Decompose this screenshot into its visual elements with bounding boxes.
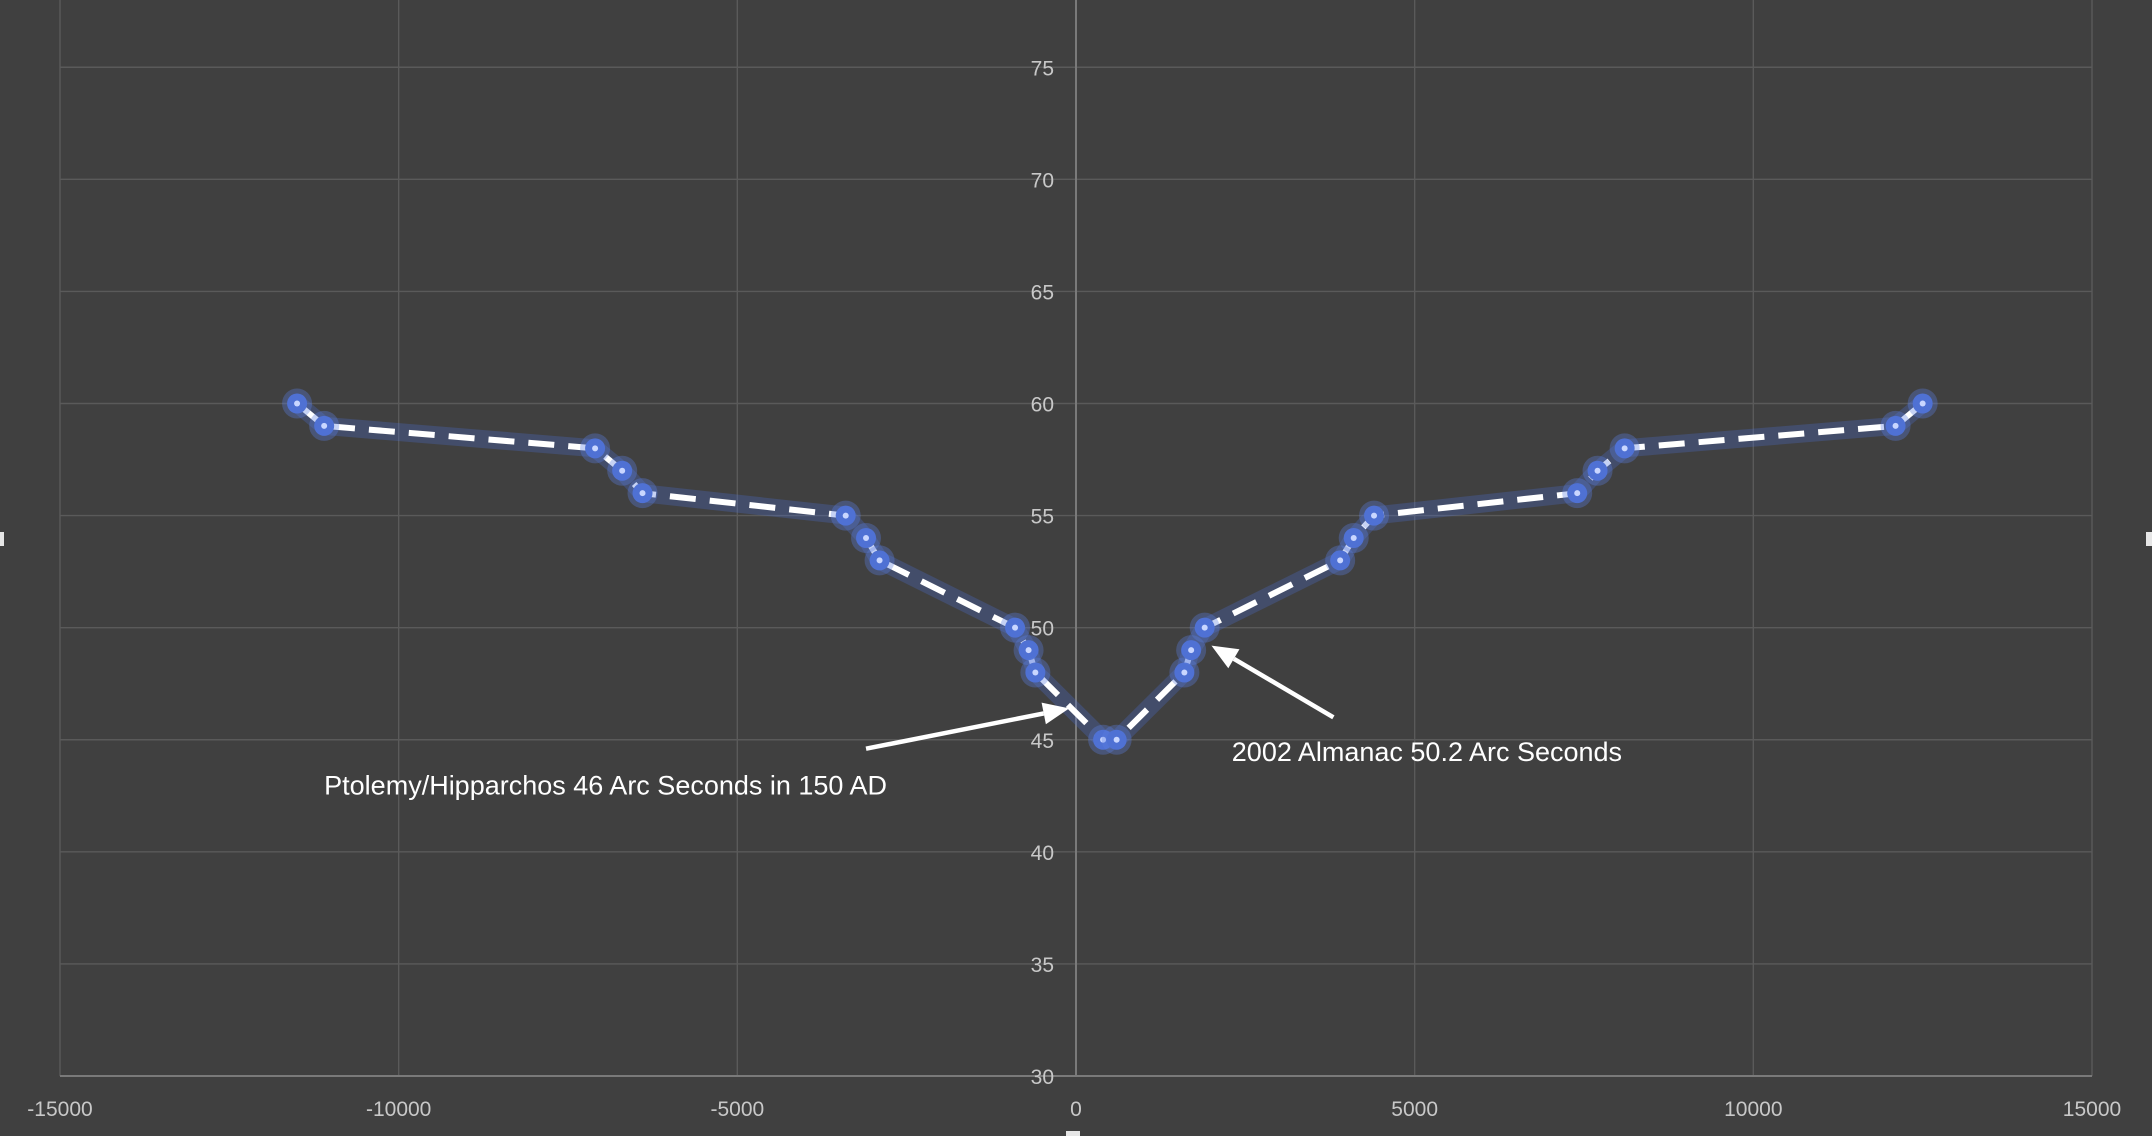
series-line-0 xyxy=(295,401,1925,743)
data-point-center xyxy=(1113,736,1120,743)
y-tick-label: 70 xyxy=(1031,169,1054,192)
data-point[interactable] xyxy=(1582,455,1613,486)
data-point[interactable] xyxy=(580,433,611,464)
data-point[interactable] xyxy=(864,545,895,576)
data-point-center xyxy=(592,445,599,452)
data-point[interactable] xyxy=(1176,635,1207,666)
y-tick-label: 45 xyxy=(1031,730,1054,753)
data-point[interactable] xyxy=(1880,410,1911,441)
data-point-center xyxy=(1371,512,1378,519)
data-point-center xyxy=(321,422,328,429)
data-point-center xyxy=(1188,647,1195,654)
annotation-arrow-head-1 xyxy=(1211,645,1240,669)
markers xyxy=(282,388,1938,755)
data-point-center xyxy=(863,535,870,541)
tick-labels: -15000 -10000 -5000 0 5000 10000 15000 30 35 40 45… xyxy=(27,57,2121,1121)
data-point-center xyxy=(294,400,301,407)
x-tick-label: -5000 xyxy=(710,1098,764,1121)
data-point[interactable] xyxy=(1338,523,1369,553)
data-point-center xyxy=(876,557,883,564)
data-point-center xyxy=(639,490,646,497)
annotation-arrow-head-0 xyxy=(1041,702,1070,725)
x-tick-label: 5000 xyxy=(1391,1098,1438,1121)
data-point[interactable] xyxy=(1169,657,1200,688)
y-tick-label: 35 xyxy=(1031,954,1054,977)
annotations: Ptolemy/Hipparchos 46 Arc Seconds in 150… xyxy=(324,645,1622,801)
data-point[interactable] xyxy=(1325,545,1356,576)
data-point[interactable] xyxy=(1000,612,1031,643)
data-point-center xyxy=(1201,624,1208,631)
x-tick-label: 15000 xyxy=(2063,1098,2121,1121)
data-point-center xyxy=(1012,624,1019,631)
data-point-center xyxy=(1892,422,1899,429)
annotation-arrow-line-1 xyxy=(1232,656,1335,720)
data-point[interactable] xyxy=(309,410,340,441)
chart-handles xyxy=(0,532,2152,1136)
data-point-center xyxy=(619,467,626,474)
resize-handle-bottom[interactable] xyxy=(1066,1131,1080,1136)
y-tick-label: 60 xyxy=(1031,394,1054,417)
data-point[interactable] xyxy=(1562,478,1593,509)
series-glow-0 xyxy=(288,394,1932,749)
resize-handle-right[interactable] xyxy=(2146,532,2152,546)
data-point[interactable] xyxy=(282,388,313,419)
data-point-center xyxy=(1574,490,1581,497)
resize-handle-left[interactable] xyxy=(0,532,4,546)
y-tick-label: 75 xyxy=(1031,57,1054,80)
data-point-center xyxy=(1025,647,1032,654)
series xyxy=(288,394,1932,749)
data-point[interactable] xyxy=(607,455,638,486)
x-tick-label: 10000 xyxy=(1724,1098,1782,1121)
data-point-center xyxy=(1181,669,1188,676)
data-point[interactable] xyxy=(1609,433,1640,464)
y-tick-label: 40 xyxy=(1031,842,1054,865)
y-tick-label: 30 xyxy=(1031,1066,1054,1089)
data-point[interactable] xyxy=(1359,500,1390,531)
data-point[interactable] xyxy=(1189,612,1220,643)
data-point[interactable] xyxy=(1101,724,1132,755)
x-tick-label: -10000 xyxy=(366,1098,431,1121)
data-point-center xyxy=(1032,669,1039,676)
data-point[interactable] xyxy=(851,523,882,553)
data-point-center xyxy=(1594,467,1601,474)
data-point-center xyxy=(842,512,849,519)
data-point[interactable] xyxy=(830,500,861,531)
annotation-label: Ptolemy/Hipparchos 46 Arc Seconds in 150… xyxy=(324,771,887,801)
data-point[interactable] xyxy=(1020,657,1051,688)
y-tick-label: 50 xyxy=(1031,618,1054,641)
y-tick-label: 65 xyxy=(1031,281,1054,304)
data-point-center xyxy=(1621,445,1628,452)
data-point-center xyxy=(1337,557,1344,564)
data-point-center xyxy=(1919,400,1926,407)
data-point[interactable] xyxy=(1907,388,1938,419)
data-point[interactable] xyxy=(627,478,658,509)
data-point[interactable] xyxy=(1013,635,1044,666)
x-tick-label: -15000 xyxy=(27,1098,92,1121)
data-point-center xyxy=(1350,535,1357,541)
y-tick-label: 55 xyxy=(1031,506,1054,529)
axes xyxy=(60,0,2092,1077)
x-tick-label: 0 xyxy=(1070,1098,1082,1121)
annotation-arrow-line-0 xyxy=(865,711,1045,751)
annotation-label: 2002 Almanac 50.2 Arc Seconds xyxy=(1232,737,1622,767)
data-point-center xyxy=(1100,736,1107,743)
